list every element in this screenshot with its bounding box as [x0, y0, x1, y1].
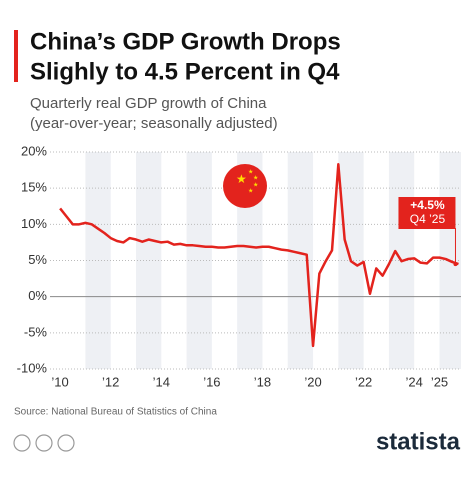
license-icons: [13, 434, 75, 452]
flag-icon: ★ ★ ★ ★ ★: [223, 164, 267, 208]
x-tick-label: ’25: [431, 374, 448, 389]
chart-title: Slighly to 4.5 Percent in Q4: [30, 58, 340, 85]
x-tick-label: ’20: [304, 374, 321, 389]
y-tick-label: -5%: [24, 324, 48, 339]
chart-subtitle: (year-over-year; seasonally adjusted): [30, 115, 278, 132]
y-tick-label: 0%: [28, 288, 47, 303]
svg-text:★: ★: [248, 188, 253, 195]
x-tick-label: ’10: [51, 374, 68, 389]
x-tick-label: ’24: [406, 374, 423, 389]
y-tick-label: -10%: [17, 360, 48, 375]
x-tick-label: ’12: [102, 374, 119, 389]
annotation-period: Q4 ’25: [410, 212, 446, 226]
y-tick-label: 5%: [28, 252, 47, 267]
svg-text:★: ★: [248, 169, 253, 176]
year-band: [287, 152, 314, 369]
chart-title: China’s GDP Growth Drops: [30, 28, 341, 55]
svg-text:★: ★: [236, 172, 247, 186]
annotation-box: [398, 197, 456, 229]
chart-subtitle: Quarterly real GDP growth of China: [30, 95, 267, 112]
x-tick-label: ’22: [355, 374, 372, 389]
year-band: [135, 152, 162, 369]
brand-logo: statista: [376, 428, 461, 455]
svg-text:★: ★: [253, 182, 258, 189]
series-line: [59, 163, 459, 348]
y-tick-label: 20%: [21, 143, 47, 158]
annotation-point: [453, 262, 458, 267]
svg-text:★: ★: [253, 175, 258, 182]
x-tick-label: ’16: [203, 374, 220, 389]
y-tick-label: 10%: [21, 216, 47, 231]
x-tick-label: ’18: [254, 374, 271, 389]
annotation-value: +4.5%: [410, 198, 445, 212]
x-tick-label: ’14: [153, 374, 170, 389]
y-tick-label: 15%: [21, 180, 47, 195]
source-note: Source: National Bureau of Statistics of…: [14, 407, 217, 418]
year-band: [186, 152, 212, 369]
title-accent: [14, 30, 18, 82]
